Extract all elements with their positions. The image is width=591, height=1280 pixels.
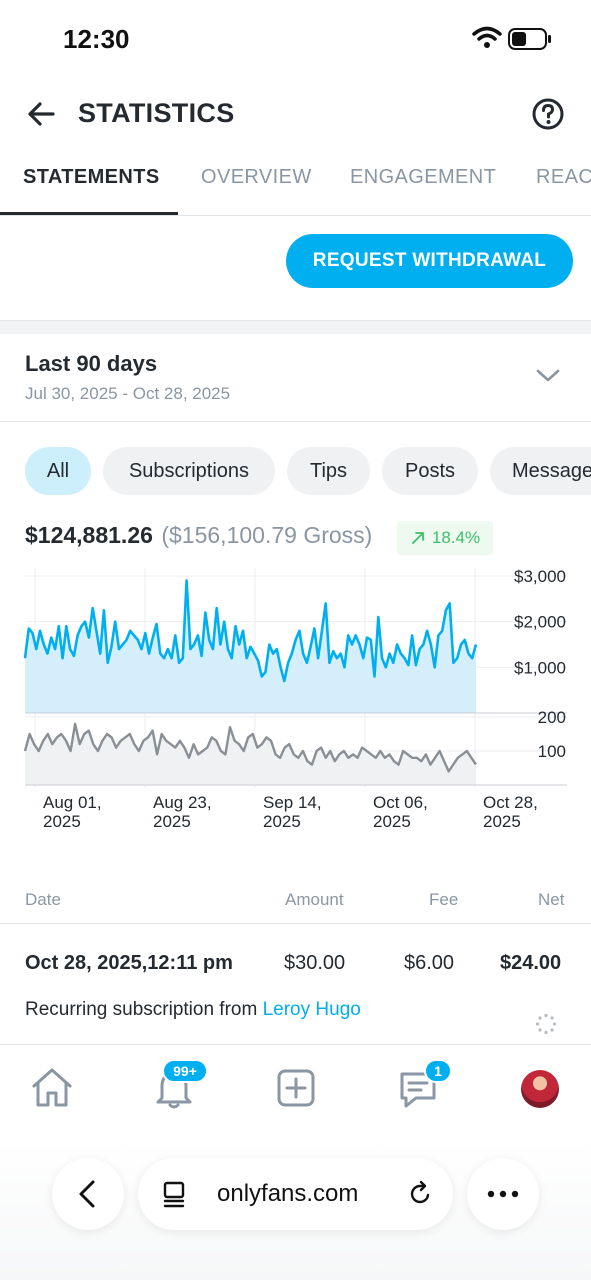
header-net: Net <box>538 890 565 909</box>
reader-icon[interactable] <box>160 1180 188 1208</box>
y-tick-label: $2,000 <box>514 613 566 632</box>
x-tick-label: Aug 23, <box>153 793 212 812</box>
filter-chip-subscriptions[interactable]: Subscriptions <box>103 447 275 495</box>
y-tick-label: $1,000 <box>514 658 566 677</box>
statement-table-header: Date Amount Fee Net <box>0 880 591 924</box>
count-line <box>23 722 477 773</box>
loading-spinner-icon <box>535 1013 557 1035</box>
status-bar: 12:30 <box>0 0 591 80</box>
filter-chip-messages[interactable]: Messages <box>490 447 591 495</box>
address-bar[interactable]: onlyfans.com <box>138 1158 453 1230</box>
chevron-down-icon[interactable] <box>534 366 562 386</box>
range-dates: Jul 30, 2025 - Oct 28, 2025 <box>25 384 231 403</box>
reload-icon[interactable] <box>406 1180 434 1208</box>
x-tick-label-year: 2025 <box>373 812 411 831</box>
filter-chips: All Subscriptions Tips Posts Messages <box>0 447 591 495</box>
header-fee: Fee <box>429 890 459 909</box>
header-amount: Amount <box>285 890 344 909</box>
wifi-icon <box>472 26 502 48</box>
tab-statements[interactable]: STATEMENTS <box>23 166 160 188</box>
battery-icon <box>508 28 551 50</box>
filter-chip-tips[interactable]: Tips <box>287 447 370 495</box>
section-divider <box>0 320 591 334</box>
x-tick-label: Sep 14, <box>263 793 322 812</box>
more-dots-icon <box>487 1190 519 1198</box>
app-header: STATISTICS <box>0 80 591 148</box>
trend-up-icon <box>411 532 424 544</box>
x-tick-label: Oct 06, <box>373 793 428 812</box>
tab-reach[interactable]: REACH <box>536 166 591 188</box>
url-text: onlyfans.com <box>217 1180 359 1207</box>
row-net: $24.00 <box>500 952 562 974</box>
y-tick-label: 100 <box>538 742 566 761</box>
y-tick-label: 200 <box>538 708 566 727</box>
help-icon[interactable] <box>528 94 568 134</box>
tab-engagement[interactable]: ENGAGEMENT <box>350 166 497 188</box>
growth-value: 18.4% <box>431 528 481 547</box>
subscriber-link[interactable]: Leroy Hugo <box>262 999 361 1020</box>
back-arrow-icon[interactable] <box>22 94 62 134</box>
earnings-line <box>23 579 478 683</box>
browser-toolbar: onlyfans.com <box>0 1140 591 1280</box>
status-time: 12:30 <box>63 24 130 54</box>
x-tick-label: Oct 28, <box>483 793 538 812</box>
messages-badge: 1 <box>424 1059 452 1083</box>
x-tick-label-year: 2025 <box>263 812 301 831</box>
header-date: Date <box>25 890 61 909</box>
filter-chip-posts[interactable]: Posts <box>382 447 478 495</box>
row-description: Recurring subscription from Leroy Hugo <box>25 999 361 1021</box>
row-fee: $6.00 <box>404 952 455 974</box>
chevron-left-icon <box>79 1180 95 1208</box>
x-tick-label: Aug 01, <box>43 793 102 812</box>
x-tick-label-year: 2025 <box>43 812 81 831</box>
tab-bar: STATEMENTS OVERVIEW ENGAGEMENT REACH <box>0 150 591 216</box>
growth-badge: 18.4% <box>397 521 493 555</box>
page-title: STATISTICS <box>78 98 235 128</box>
range-title: Last 90 days <box>25 351 158 376</box>
net-total: $124,881.26 <box>25 522 153 548</box>
avatar[interactable] <box>521 1070 559 1108</box>
browser-back-button[interactable] <box>52 1158 124 1230</box>
tab-overview[interactable]: OVERVIEW <box>201 166 312 188</box>
bottom-navigation <box>0 1046 591 1136</box>
date-range-selector[interactable]: Last 90 days Jul 30, 2025 - Oct 28, 2025 <box>0 334 591 422</box>
gross-total: ($156,100.79 Gross) <box>161 522 373 548</box>
request-withdrawal-button[interactable]: REQUEST WITHDRAWAL <box>286 234 573 288</box>
add-post-icon[interactable] <box>272 1064 320 1112</box>
filter-chip-all[interactable]: All <box>25 447 91 495</box>
count-area <box>25 723 476 785</box>
x-tick-label-year: 2025 <box>153 812 191 831</box>
row-date: Oct 28, 2025,12:11 pm <box>25 952 233 974</box>
home-icon[interactable] <box>28 1064 76 1112</box>
row-description-text: Recurring subscription from <box>25 999 263 1020</box>
active-tab-indicator <box>0 212 178 215</box>
row-amount: $30.00 <box>284 952 346 974</box>
y-tick-label: $3,000 <box>514 567 566 586</box>
more-icon[interactable] <box>467 1158 539 1230</box>
earnings-area <box>25 580 476 713</box>
table-row[interactable]: Oct 28, 2025,12:11 pm $30.00 $6.00 $24.0… <box>0 925 591 1045</box>
earnings-totals: $124,881.26 ($156,100.79 Gross) <box>25 522 372 554</box>
notifications-badge: 99+ <box>162 1059 208 1083</box>
x-tick-label-year: 2025 <box>483 812 521 831</box>
